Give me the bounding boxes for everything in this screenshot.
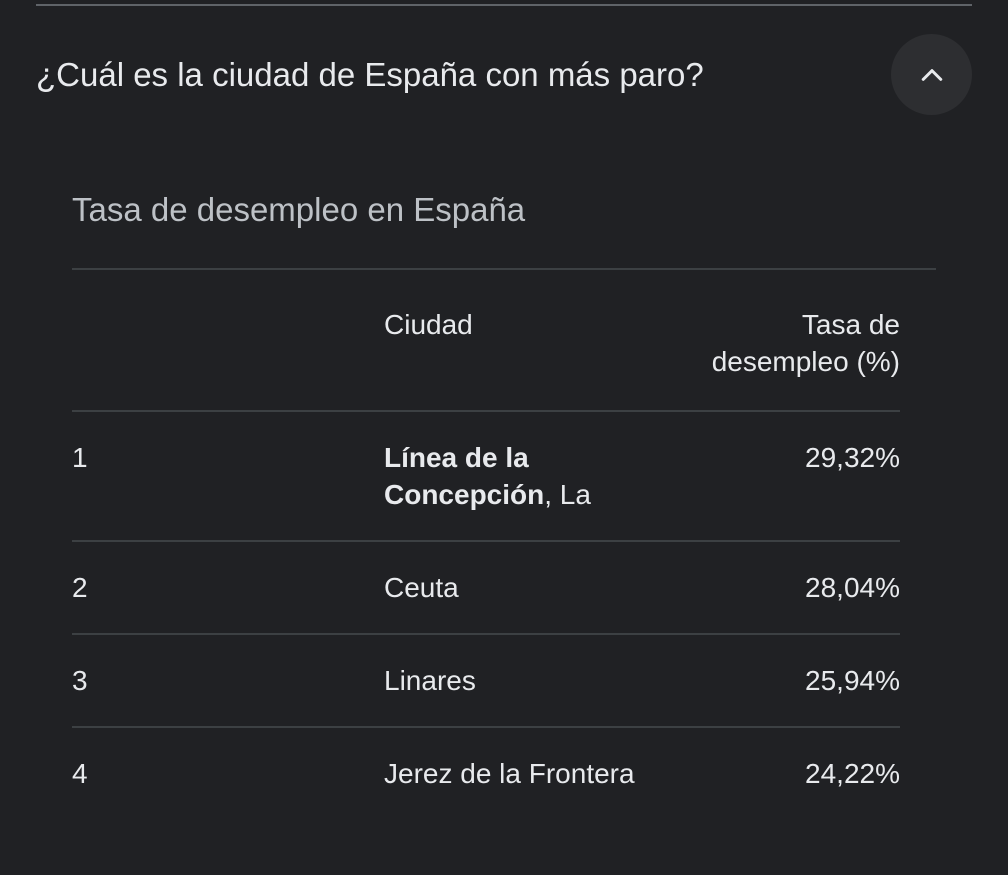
row-rank: 2 [72,540,384,634]
row-rate: 29,32% [644,410,900,541]
table-row: 1 Línea de la Concepción, La 29,32% [72,410,900,541]
row-city: Ceuta [384,540,644,634]
row-rate: 25,94% [644,633,900,727]
row-rate: 24,22% [644,726,900,819]
row-rank: 1 [72,410,384,541]
header-rate-line1: Tasa de [801,309,900,340]
row-city: Jerez de la Frontera [384,726,644,819]
collapse-button[interactable] [891,34,972,115]
chevron-up-icon [921,68,942,81]
table-title: Tasa de desempleo en España [72,191,526,228]
table-row: 3 Linares 25,94% [72,633,900,727]
header-rank [72,270,384,411]
question-heading[interactable]: ¿Cuál es la ciudad de España con más par… [36,56,704,93]
unemployment-table: Ciudad Tasa de desempleo (%) 1 Línea de … [72,270,900,819]
row-city-rest: Jerez de la Frontera [384,758,635,789]
row-rank: 3 [72,633,384,727]
row-city-rest: , La [544,479,591,510]
header-rate: Tasa de desempleo (%) [644,270,900,411]
table-row: 2 Ceuta 28,04% [72,540,900,634]
table-header-row: Ciudad Tasa de desempleo (%) [72,270,900,411]
row-city-highlight: Línea de la Concepción [384,442,545,510]
title-divider [72,268,936,270]
table-row: 4 Jerez de la Frontera 24,22% [72,726,900,819]
row-city-rest: Ceuta [384,572,459,603]
row-city: Linares [384,633,644,727]
row-rank: 4 [72,726,384,819]
row-city-rest: Linares [384,665,476,696]
row-city: Línea de la Concepción, La [384,410,644,541]
header-rate-line2: desempleo (%) [711,346,900,377]
row-rate: 28,04% [644,540,900,634]
top-divider [36,4,972,6]
header-city: Ciudad [384,309,473,340]
